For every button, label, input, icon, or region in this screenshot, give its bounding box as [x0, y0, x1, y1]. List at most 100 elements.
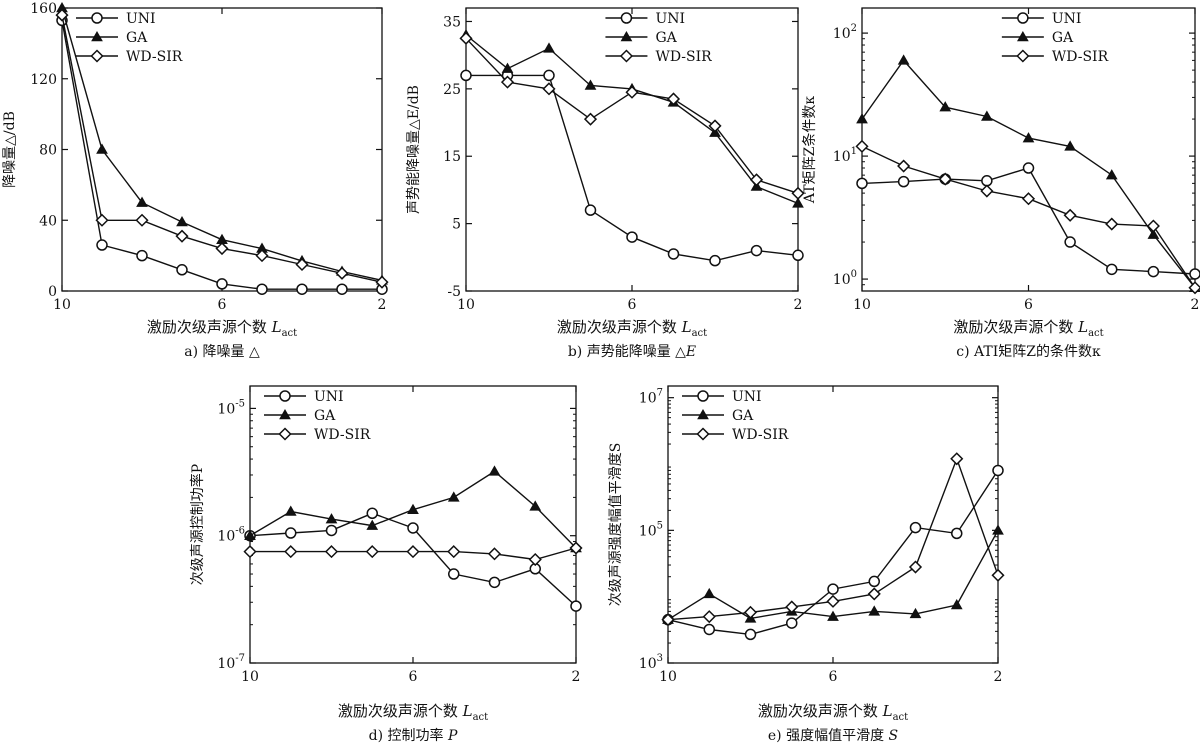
data-point-wd-sir: [702, 610, 716, 624]
panel-caption: a) 降噪量 △: [184, 344, 260, 360]
data-point-wd-sir: [135, 213, 149, 227]
data-point-uni: [96, 239, 108, 251]
legend-label: WD-SIR: [314, 427, 371, 443]
x-tick-label: 6: [218, 297, 227, 313]
y-tick-label: 80: [39, 143, 57, 159]
x-axis-label-subscript: act: [1088, 328, 1104, 339]
data-point-wd-sir: [255, 249, 269, 263]
data-point-wd-sir: [1063, 208, 1077, 222]
y-tick-label: 25: [443, 82, 461, 98]
data-point-ga: [827, 610, 839, 621]
data-point-ga: [407, 503, 419, 514]
data-point-wd-sir: [1021, 192, 1036, 206]
data-point-wd-sir: [500, 75, 515, 89]
legend-marker: [696, 427, 710, 441]
data-point-wd-sir: [243, 545, 257, 559]
caption-letter: b): [568, 344, 587, 360]
data-point-uni: [407, 522, 419, 534]
y-tick-base: 10: [833, 149, 851, 165]
data-point-wd-sir: [708, 119, 722, 133]
series-line-ga: [465, 34, 799, 205]
data-point-wd-sir: [215, 241, 229, 256]
data-point-wd-sir: [991, 568, 1005, 582]
data-point-wd-sir: [375, 275, 389, 289]
y-tick-label: 35: [443, 14, 461, 30]
y-tick-exponent: 1: [851, 146, 857, 157]
panel-caption: d) 控制功率 P: [369, 727, 458, 744]
data-point-wd-sir: [666, 92, 681, 106]
panel-b-acoustic-potential-energy-reduction: 10 6 2 -5 5 15 25 35 UNI GA WD-SIR 激励次级声源个数 Lact 声势能…: [406, 7, 805, 360]
x-tick-label: 6: [628, 297, 637, 313]
data-point-wd-sir: [897, 159, 911, 173]
caption-text: 降噪量: [203, 344, 249, 360]
y-tick-exponent: -5: [235, 398, 245, 409]
y-tick-label: 105: [639, 520, 663, 539]
x-tick-label: 10: [241, 669, 259, 685]
legend-label: WD-SIR: [1052, 49, 1109, 65]
data-point-uni: [856, 177, 868, 190]
data-point-wd-sir: [487, 547, 502, 561]
legend-marker: [1017, 12, 1029, 24]
data-point-uni: [336, 283, 348, 295]
x-axis-label: 激励次级声源个数 Lact: [557, 318, 707, 339]
legend-marker: [697, 408, 709, 420]
x-axis-label-text: 激励次级声源个数: [338, 702, 463, 720]
data-point-uni: [216, 278, 228, 290]
data-point-wd-sir: [743, 605, 758, 619]
x-tick-label: 6: [409, 669, 418, 685]
series-line-ga: [861, 59, 1196, 289]
data-point-wd-sir: [406, 545, 420, 559]
x-tick-label: 2: [378, 297, 387, 313]
data-point-wd-sir: [542, 82, 556, 96]
plot-frame: [465, 7, 799, 292]
data-point-uni: [1147, 265, 1160, 278]
series-line-wd-sir: [465, 37, 799, 194]
y-tick-label: 10-7: [217, 653, 245, 672]
data-point-ga: [543, 42, 555, 53]
data-point-uni: [786, 617, 798, 629]
data-point-wd-sir: [583, 112, 598, 126]
data-point-wd-sir: [855, 139, 869, 153]
data-point-ga: [1064, 140, 1076, 151]
data-point-uni: [488, 576, 501, 589]
y-tick-base: 10: [833, 26, 851, 42]
y-axis-label: 次级声源强度幅值平滑度S: [607, 443, 624, 607]
data-point-ga: [909, 607, 922, 619]
data-point-ga: [176, 216, 188, 227]
data-point-wd-sir: [175, 229, 189, 243]
x-tick-label: 2: [1191, 297, 1200, 313]
legend-label: UNI: [314, 389, 344, 405]
y-tick-base: 10: [217, 656, 235, 672]
y-tick-label: 10-5: [217, 398, 245, 417]
data-point-uni: [1064, 236, 1076, 248]
data-point-wd-sir: [980, 184, 994, 198]
data-point-uni: [667, 248, 680, 260]
data-point-uni: [1189, 268, 1200, 280]
panel-caption: c) ATI矩阵Z的条件数κ: [956, 343, 1101, 360]
data-point-ga: [136, 196, 148, 207]
data-point-ga: [703, 587, 716, 599]
x-axis-label-symbol: L: [271, 318, 282, 336]
data-point-uni: [827, 583, 839, 595]
data-point-wd-sir: [324, 545, 339, 559]
x-axis-label: 激励次级声源个数 Lact: [147, 318, 297, 339]
legend-marker: [279, 390, 291, 402]
y-tick-label: 100: [833, 269, 857, 288]
legend-marker: [90, 49, 104, 63]
x-axis-label-symbol: L: [1077, 318, 1088, 336]
data-point-uni: [868, 575, 880, 588]
y-tick-base: 10: [217, 401, 235, 417]
y-tick-exponent: -6: [235, 526, 245, 537]
y-tick-base: 10: [217, 529, 235, 545]
legend-label: GA: [126, 30, 148, 46]
data-point-ga: [1147, 228, 1160, 239]
data-point-uni: [366, 507, 378, 520]
caption-letter: c): [956, 344, 974, 360]
y-tick-label: -5: [447, 284, 461, 300]
y-tick-exponent: 3: [657, 653, 663, 664]
x-axis-label: 激励次级声源个数 Lact: [338, 702, 488, 723]
y-tick-label: 102: [833, 23, 857, 42]
legend-marker: [620, 12, 633, 24]
